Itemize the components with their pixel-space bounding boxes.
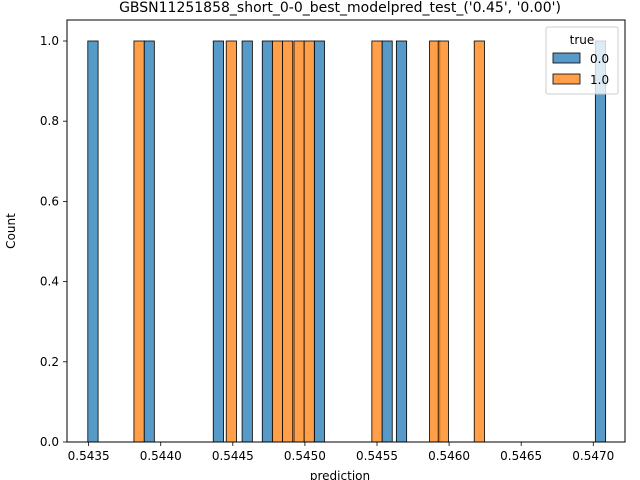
bar-series-0-8 [594, 40, 607, 443]
bar-series-0-1 [143, 40, 155, 443]
x-tick-label-7: 0.5470 [572, 449, 614, 463]
bar-series-1-9 [473, 40, 485, 443]
chart-title: GBSN11251858_short_0-0_best_modelpred_te… [119, 0, 561, 16]
bar-series-0-5 [313, 40, 325, 443]
y-axis: 0.0 0.2 0.4 0.6 0.8 1.0 [40, 34, 67, 449]
legend-label-1: 1.0 [590, 73, 609, 87]
legend-label-0: 0.0 [590, 52, 609, 66]
bar-series-1-4 [293, 40, 305, 443]
bar-series-1-5 [303, 40, 315, 443]
bar-series-1-0 [133, 40, 145, 443]
bar-series-1-2 [271, 40, 284, 443]
y-tick-label-5: 1.0 [40, 34, 59, 48]
bar-series-0-0 [87, 40, 99, 443]
y-tick-label-3: 0.6 [40, 194, 59, 208]
y-tick-label-0: 0.0 [40, 435, 59, 449]
legend-title: true [570, 33, 595, 47]
x-axis: 0.5435 0.5440 0.5445 0.5450 0.5455 0.5460 0.54… [68, 442, 614, 463]
bar-series-0-7 [395, 40, 408, 443]
bar-series-1-1 [225, 40, 237, 443]
x-tick-label-6: 0.5465 [500, 449, 542, 463]
x-tick-label-3: 0.5450 [284, 449, 326, 463]
histogram-bars [87, 40, 607, 443]
bar-series-0-3 [241, 40, 253, 443]
bar-series-1-3 [282, 40, 294, 443]
y-tick-label-1: 0.2 [40, 355, 59, 369]
legend: true 0.0 1.0 [545, 26, 619, 95]
y-axis-label: Count [4, 213, 18, 249]
bar-series-0-4 [261, 40, 273, 443]
legend-swatch-1 [552, 73, 581, 85]
x-tick-label-0: 0.5435 [68, 449, 110, 463]
axes-frame [66, 19, 626, 443]
bar-series-1-6 [371, 40, 383, 443]
x-tick-label-1: 0.5440 [140, 449, 182, 463]
bar-series-0-6 [381, 40, 393, 443]
bar-series-0-2 [212, 40, 224, 443]
x-tick-label-4: 0.5455 [356, 449, 398, 463]
x-axis-label: prediction [310, 469, 370, 480]
legend-swatch-0 [552, 52, 581, 64]
y-tick-label-4: 0.8 [40, 114, 59, 128]
y-tick-label-2: 0.4 [40, 275, 59, 289]
x-tick-label-5: 0.5460 [428, 449, 470, 463]
bar-series-1-8 [437, 40, 449, 443]
x-tick-label-2: 0.5445 [212, 449, 254, 463]
